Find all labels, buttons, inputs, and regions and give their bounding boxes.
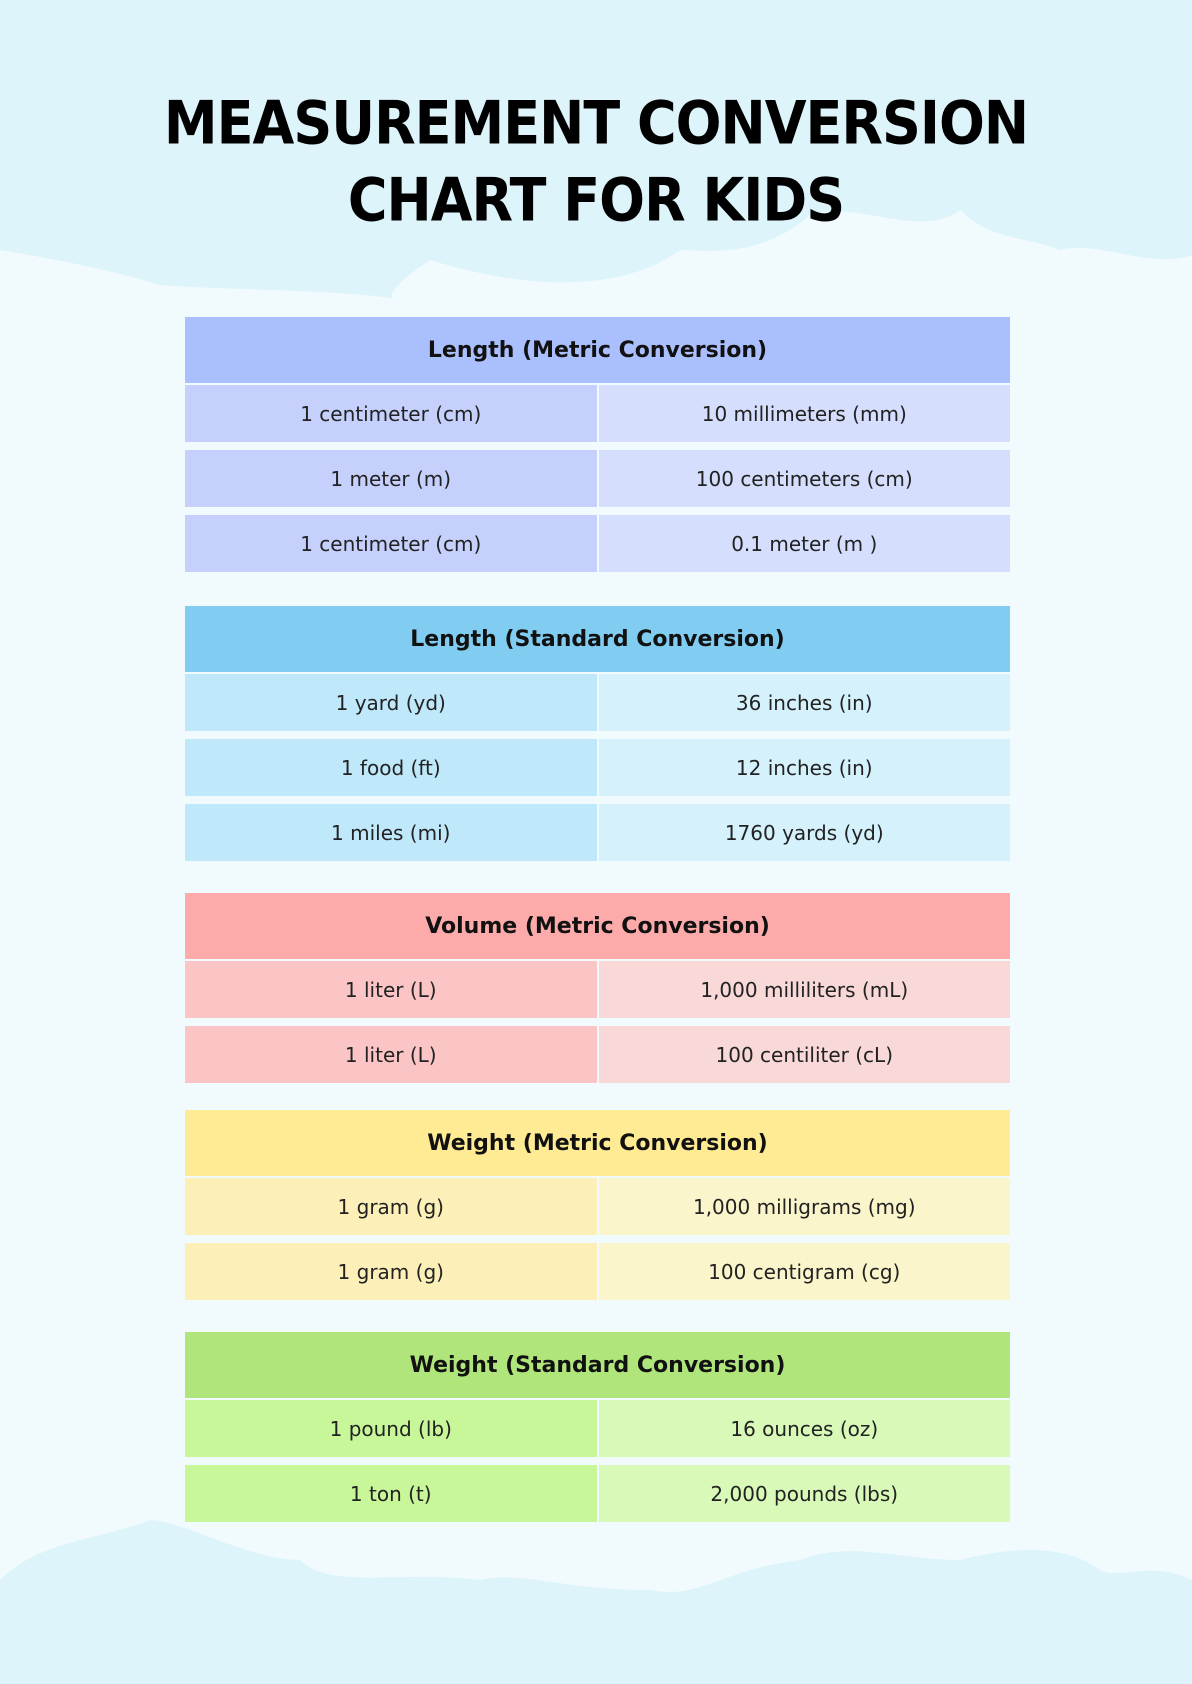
converted-value-cell: 100 centiliter (cL) [598, 1026, 1010, 1083]
converted-value-cell: 10 millimeters (mm) [598, 385, 1010, 442]
unit-cell: 1 yard (yd) [185, 674, 597, 731]
converted-value-cell: 100 centigram (cg) [598, 1243, 1010, 1300]
converted-value-cell: 1,000 milligrams (mg) [598, 1178, 1010, 1235]
unit-cell: 1 gram (g) [185, 1178, 597, 1235]
unit-cell: 1 centimeter (cm) [185, 515, 597, 572]
conversion-table: Length (Standard Conversion) 1 yard (yd) 3… [185, 606, 1010, 869]
table-header: Weight (Standard Conversion) [185, 1332, 1010, 1398]
table-row: 1 meter (m) 100 centimeters (cm) [185, 450, 1010, 507]
table-row: 1 centimeter (cm) 10 millimeters (mm) [185, 385, 1010, 442]
table-row: 1 pound (lb) 16 ounces (oz) [185, 1400, 1010, 1457]
unit-cell: 1 liter (L) [185, 961, 597, 1018]
table-row: 1 liter (L) 100 centiliter (cL) [185, 1026, 1010, 1083]
converted-value-cell: 1,000 milliliters (mL) [598, 961, 1010, 1018]
converted-value-cell: 12 inches (in) [598, 739, 1010, 796]
converted-value-cell: 2,000 pounds (lbs) [598, 1465, 1010, 1522]
converted-value-cell: 0.1 meter (m ) [598, 515, 1010, 572]
conversion-table: Weight (Metric Conversion) 1 gram (g) 1,00… [185, 1110, 1010, 1308]
table-header: Length (Metric Conversion) [185, 317, 1010, 383]
unit-cell: 1 liter (L) [185, 1026, 597, 1083]
unit-cell: 1 gram (g) [185, 1243, 597, 1300]
unit-cell: 1 ton (t) [185, 1465, 597, 1522]
unit-cell: 1 centimeter (cm) [185, 385, 597, 442]
table-header: Length (Standard Conversion) [185, 606, 1010, 672]
table-row: 1 food (ft) 12 inches (in) [185, 739, 1010, 796]
converted-value-cell: 16 ounces (oz) [598, 1400, 1010, 1457]
unit-cell: 1 meter (m) [185, 450, 597, 507]
table-row: 1 gram (g) 100 centigram (cg) [185, 1243, 1010, 1300]
table-row: 1 gram (g) 1,000 milligrams (mg) [185, 1178, 1010, 1235]
table-row: 1 miles (mi) 1760 yards (yd) [185, 804, 1010, 861]
table-header: Weight (Metric Conversion) [185, 1110, 1010, 1176]
converted-value-cell: 36 inches (in) [598, 674, 1010, 731]
table-header: Volume (Metric Conversion) [185, 893, 1010, 959]
conversion-table: Length (Metric Conversion) 1 centimeter (… [185, 317, 1010, 580]
converted-value-cell: 1760 yards (yd) [598, 804, 1010, 861]
unit-cell: 1 pound (lb) [185, 1400, 597, 1457]
unit-cell: 1 miles (mi) [185, 804, 597, 861]
unit-cell: 1 food (ft) [185, 739, 597, 796]
page-title: Measurement Conversion Chart for Kids [0, 85, 1192, 239]
conversion-table: Weight (Standard Conversion) 1 pound (lb)… [185, 1332, 1010, 1530]
converted-value-cell: 100 centimeters (cm) [598, 450, 1010, 507]
conversion-table: Volume (Metric Conversion) 1 liter (L) 1,0… [185, 893, 1010, 1091]
table-row: 1 centimeter (cm) 0.1 meter (m ) [185, 515, 1010, 572]
title-line-1: Measurement Conversion [163, 88, 1029, 158]
table-row: 1 liter (L) 1,000 milliliters (mL) [185, 961, 1010, 1018]
table-row: 1 ton (t) 2,000 pounds (lbs) [185, 1465, 1010, 1522]
table-row: 1 yard (yd) 36 inches (in) [185, 674, 1010, 731]
title-line-2: Chart for Kids [347, 165, 845, 235]
